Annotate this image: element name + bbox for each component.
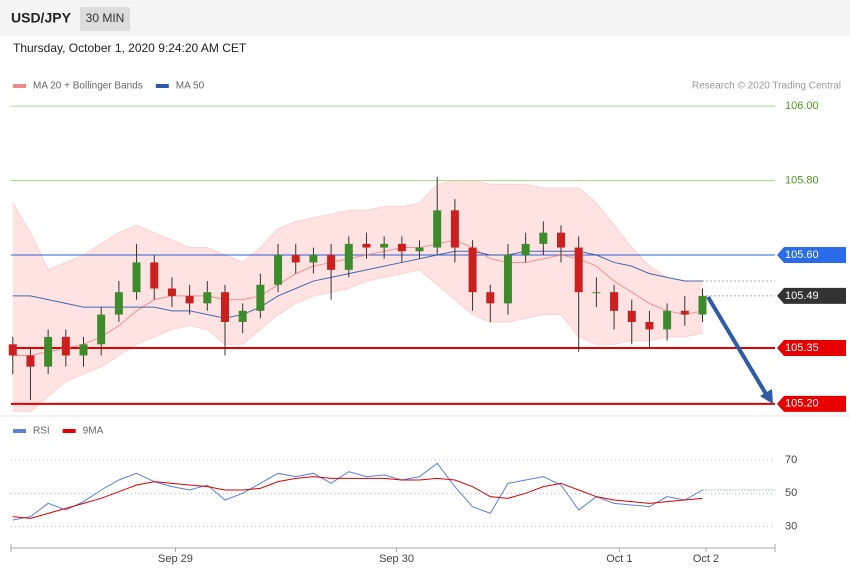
forecast-arrow [706, 295, 768, 396]
credit: Research © 2020 Trading Central [692, 81, 841, 92]
candle-body [362, 243, 371, 248]
legend-label: RSI [33, 426, 50, 437]
candle-body [680, 310, 689, 315]
candle-body [274, 255, 283, 285]
candle-body [203, 292, 212, 304]
level-label: 106.00 [785, 100, 819, 112]
rsi-tick-label: 50 [785, 487, 797, 499]
subtitle: Thursday, October 1, 2020 9:24:20 AM CET [13, 41, 247, 55]
candle-body [397, 243, 406, 252]
candle-body [114, 292, 123, 315]
plot-layer: 106.00 105.80 105.60 105.49 105.35 105.20 MA 2… [8, 81, 846, 565]
x-tick-label: Oct 1 [606, 553, 632, 565]
x-tick-label: Sep 29 [158, 553, 193, 565]
legend-label: MA 20 + Bollinger Bands [33, 81, 143, 92]
level-label: 105.49 [785, 290, 819, 302]
rsi-line [12, 462, 703, 521]
level-label: 105.60 [785, 249, 819, 261]
candle-body [663, 310, 672, 330]
moving-average [12, 239, 703, 356]
level-label: 105.20 [785, 398, 819, 410]
candle-body [468, 247, 477, 293]
candle-body [592, 292, 601, 294]
legend-swatch [13, 429, 26, 433]
candle-body [327, 255, 336, 270]
candle-body [557, 232, 566, 248]
forecast-arrowhead [760, 389, 773, 404]
legend-label: MA 50 [176, 81, 205, 92]
x-tick-label: Oct 2 [693, 553, 719, 565]
legend-label: 9MA [83, 426, 104, 437]
candle-body [185, 295, 194, 304]
bollinger-upper [12, 180, 703, 282]
level-tag [777, 340, 846, 357]
candle-body [610, 292, 619, 311]
candle-body [344, 243, 353, 270]
candle-body [450, 210, 459, 248]
level-label: 105.35 [785, 342, 819, 354]
candle-body [79, 344, 88, 356]
level-tag [777, 287, 846, 304]
candle-body [627, 310, 636, 322]
rsi-tick-label: 70 [785, 454, 797, 466]
legend-swatch [155, 84, 169, 88]
candle-body [433, 210, 442, 248]
candle-body [44, 336, 53, 367]
candle-body [503, 255, 512, 304]
candle-body [238, 310, 247, 322]
rsi-line [12, 476, 703, 519]
candle-body [539, 232, 548, 244]
level-label: 105.80 [785, 174, 819, 186]
candle-body [645, 321, 654, 330]
chart-title: USD/JPY [11, 10, 72, 26]
legend-swatch [62, 429, 76, 433]
bollinger-lower [12, 269, 703, 412]
candle-body [8, 344, 17, 356]
candle-body [150, 262, 159, 289]
level-tag [777, 395, 846, 412]
x-tick-label: Sep 30 [379, 553, 414, 565]
level-tag [777, 247, 846, 263]
interval-badge[interactable] [80, 7, 130, 31]
candle-body [309, 255, 318, 263]
candle-body [380, 243, 389, 248]
candle-body [220, 292, 229, 322]
rsi-tick-label: 30 [785, 521, 797, 533]
candle-body [97, 314, 106, 345]
candle-body [61, 336, 70, 356]
candle-body [26, 355, 35, 367]
legend-swatch [13, 84, 26, 88]
bollinger-band-fill [12, 180, 703, 412]
candle-body [132, 262, 141, 293]
candle-body [256, 284, 265, 311]
moving-average [12, 250, 703, 319]
candle-body [291, 255, 300, 263]
candle-body [574, 247, 583, 293]
candle-body [167, 288, 176, 296]
header-bar [0, 0, 850, 36]
interval-label[interactable]: 30 MIN [86, 11, 125, 25]
candle-body [698, 295, 707, 315]
candle-body [486, 292, 495, 304]
candle-body [415, 247, 424, 252]
candle-body [521, 243, 530, 255]
